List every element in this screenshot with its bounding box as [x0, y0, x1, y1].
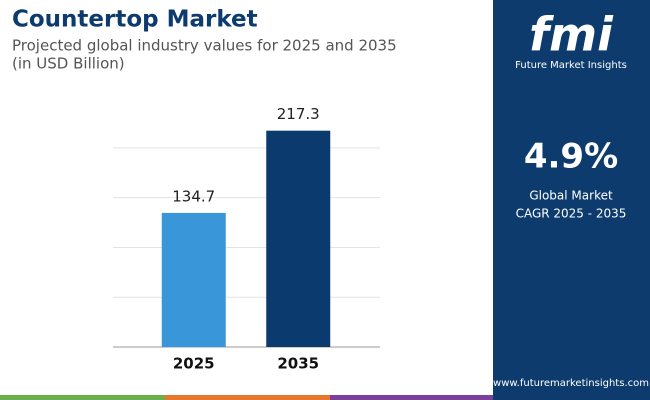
brand: Future Market Insights	[515, 60, 627, 71]
subtitle: Projected global industry values for 202…	[12, 37, 397, 55]
cagr-value: 4.9%	[524, 137, 618, 177]
x-tick-label: 2035	[277, 355, 319, 373]
bar	[161, 212, 226, 347]
website: www.futuremarketinsights.com	[493, 378, 649, 389]
cagr-label: CAGR 2025 - 2035	[516, 207, 627, 221]
logo: fmi	[529, 8, 614, 62]
subtitle: (in USD Billion)	[12, 55, 125, 73]
value-label: 217.3	[277, 105, 320, 123]
stripe	[330, 395, 493, 400]
stripe	[0, 395, 165, 400]
value-label: 134.7	[172, 187, 215, 205]
x-tick-label: 2025	[173, 355, 215, 373]
cagr-label: Global Market	[529, 189, 613, 203]
stripe	[165, 395, 330, 400]
chart-title: Countertop Market	[12, 7, 258, 33]
side-panel	[493, 0, 650, 400]
bar	[266, 130, 331, 347]
